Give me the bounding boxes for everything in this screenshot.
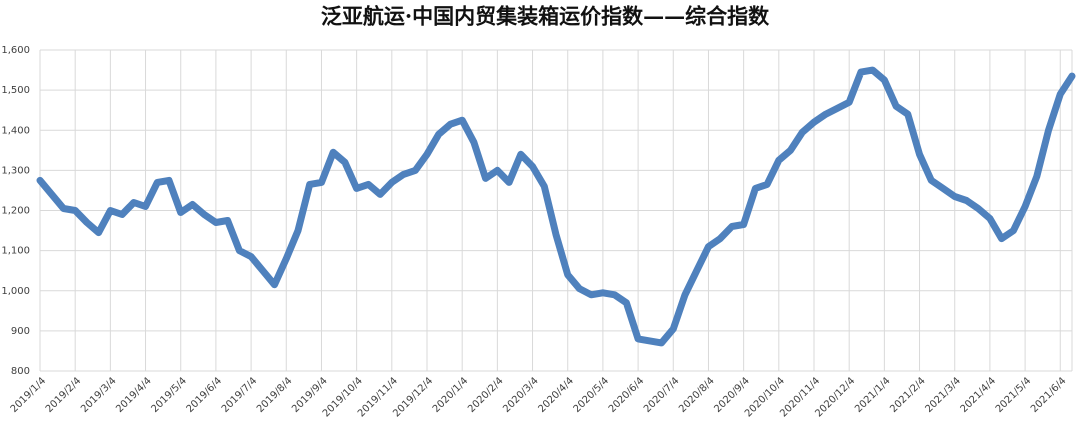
x-tick-label: 2020/7/4 [642, 375, 682, 415]
y-tick-label: 1,000 [1, 286, 30, 297]
y-tick-label: 1,400 [1, 125, 30, 136]
x-tick-label: 2019/8/4 [255, 375, 295, 415]
x-tick-label: 2019/7/4 [220, 375, 260, 415]
x-tick-label: 2019/4/4 [114, 375, 154, 415]
x-tick-label: 2019/5/4 [149, 375, 189, 415]
x-tick-label: 2020/6/4 [607, 375, 647, 415]
y-tick-label: 1,300 [1, 165, 30, 176]
x-tick-label: 2021/5/4 [994, 375, 1034, 415]
x-tick-label: 2021/4/4 [959, 375, 999, 415]
x-tick-label: 2021/6/4 [1029, 375, 1069, 415]
x-tick-label: 2021/1/4 [853, 375, 893, 415]
x-tick-label: 2019/3/4 [79, 375, 119, 415]
x-tick-label: 2020/5/4 [572, 375, 612, 415]
y-tick-label: 1,500 [1, 85, 30, 96]
y-tick-label: 1,200 [1, 206, 30, 217]
x-tick-label: 2020/1/4 [431, 375, 471, 415]
data-line [36, 66, 1076, 347]
x-tick-label: 2019/2/4 [44, 375, 84, 415]
y-tick-label: 1,100 [1, 246, 30, 257]
x-tick-label: 2020/2/4 [466, 375, 506, 415]
x-tick-label: 2020/3/4 [501, 375, 541, 415]
x-tick-label: 2020/4/4 [536, 375, 576, 415]
chart-title: 泛亚航运·中国内贸集装箱运价指数——综合指数 [321, 4, 770, 29]
x-tick-label: 2019/6/4 [185, 375, 225, 415]
x-tick-label: 2021/2/4 [888, 375, 928, 415]
x-tick-label: 2021/3/4 [923, 375, 963, 415]
y-tick-label: 800 [11, 366, 30, 377]
x-tick-label: 2019/1/4 [9, 375, 49, 415]
x-tick-label: 2020/8/4 [677, 375, 717, 415]
y-tick-label: 900 [11, 326, 30, 337]
y-tick-label: 1,600 [1, 45, 30, 56]
